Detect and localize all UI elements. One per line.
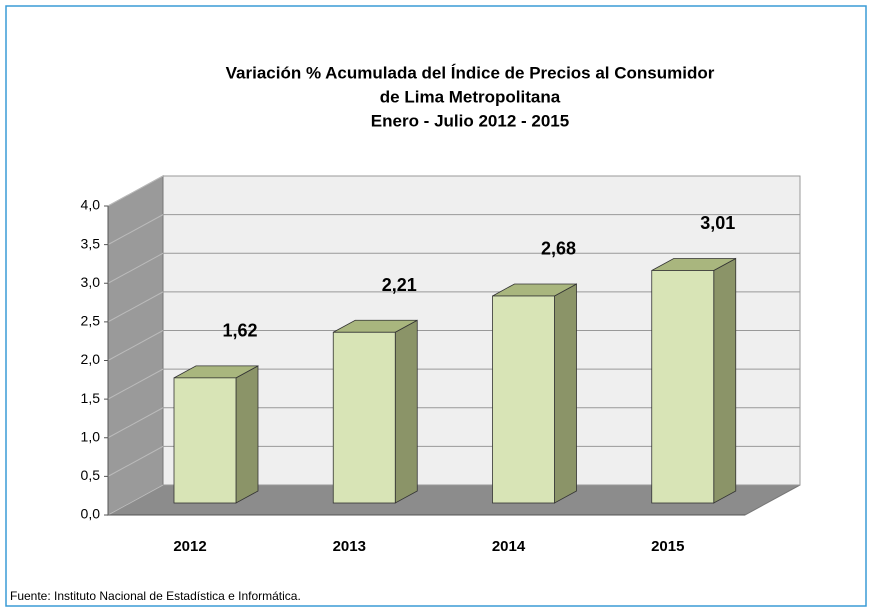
x-tick-label: 2015 bbox=[651, 538, 684, 555]
chart-title: de Lima Metropolitana bbox=[380, 87, 561, 106]
y-tick-label: 3,5 bbox=[81, 235, 101, 251]
bar-side bbox=[394, 319, 418, 504]
y-tick-label: 3,0 bbox=[81, 274, 101, 290]
grid-line bbox=[107, 445, 164, 477]
chart-title: Enero - Julio 2012 - 2015 bbox=[371, 111, 569, 130]
grid-line bbox=[107, 214, 164, 246]
bar-side bbox=[554, 283, 577, 504]
x-tick-label: 2012 bbox=[173, 538, 206, 555]
bar bbox=[173, 377, 237, 504]
grid-line bbox=[107, 175, 164, 207]
y-tick-label: 2,5 bbox=[81, 313, 101, 329]
grid-line bbox=[107, 484, 164, 516]
y-tick-label: 0,5 bbox=[81, 467, 101, 483]
grid-line bbox=[107, 291, 164, 323]
value-label: 3,01 bbox=[700, 213, 735, 233]
grid-line bbox=[107, 368, 164, 400]
value-label: 2,21 bbox=[382, 275, 417, 295]
bar bbox=[492, 295, 555, 504]
bar bbox=[651, 270, 715, 504]
value-label: 1,62 bbox=[222, 321, 257, 341]
bar-side bbox=[713, 257, 737, 504]
y-tick-label: 4,0 bbox=[81, 197, 101, 213]
bar bbox=[332, 331, 396, 504]
source-note: Fuente: Instituto Nacional de Estadístic… bbox=[10, 589, 301, 603]
y-tick-label: 1,5 bbox=[81, 390, 101, 406]
y-tick-label: 2,0 bbox=[81, 351, 101, 367]
y-tick-label: 0,0 bbox=[81, 506, 101, 522]
bar-side bbox=[235, 365, 259, 504]
grid-line bbox=[107, 330, 164, 361]
grid-line bbox=[107, 407, 164, 439]
y-tick-label: 1,0 bbox=[81, 428, 101, 444]
value-label: 2,68 bbox=[541, 239, 576, 259]
chart-title: Variación % Acumulada del Índice de Prec… bbox=[226, 63, 715, 82]
grid-line bbox=[107, 252, 164, 284]
x-tick-label: 2014 bbox=[492, 538, 526, 555]
x-tick-label: 2013 bbox=[333, 538, 366, 555]
